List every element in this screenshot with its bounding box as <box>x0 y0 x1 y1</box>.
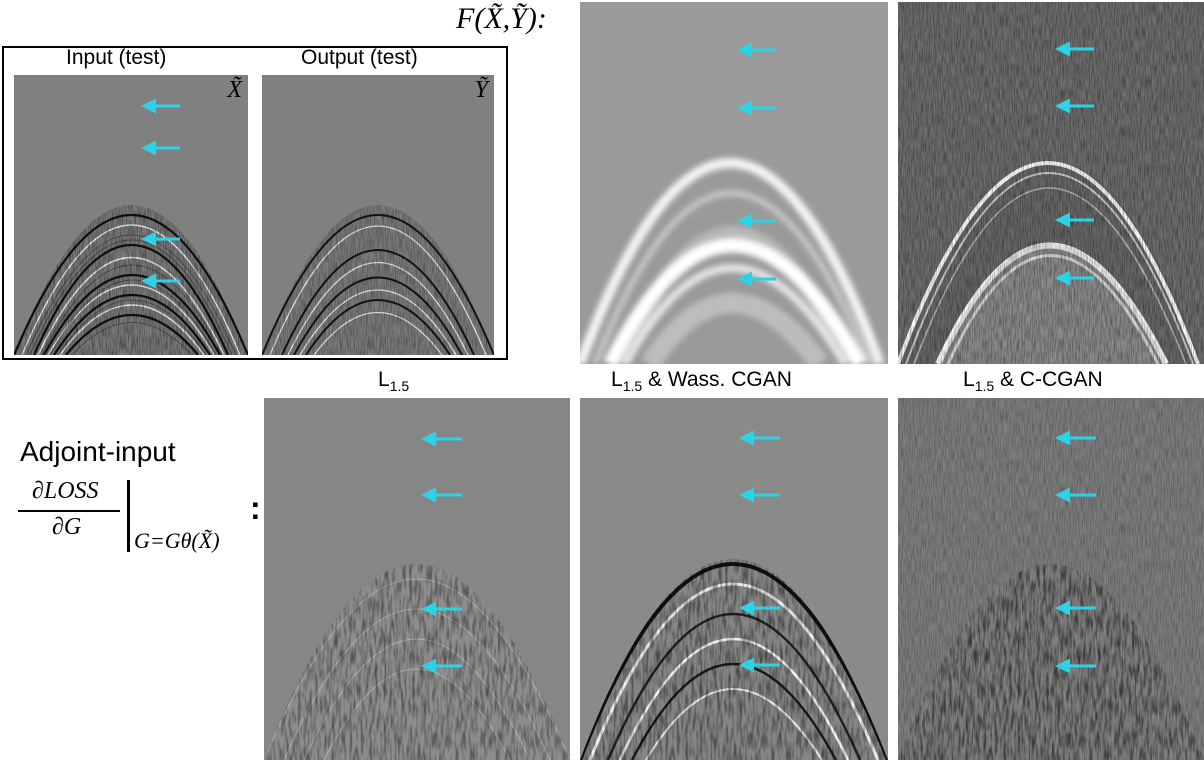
formula-colon: : <box>250 490 261 526</box>
column-label-l15: L1.5 <box>378 368 410 395</box>
evaluation-bar <box>127 480 130 552</box>
input-output-box <box>2 46 508 360</box>
column-label-wass-cgan: L1.5 & Wass. CGAN <box>611 368 792 395</box>
f-panel-l15 <box>580 2 888 364</box>
output-symbol: Ỹ <box>474 77 488 103</box>
adjoint-panel-wass-cgan <box>580 398 888 760</box>
input-title: Input (test) <box>66 46 167 69</box>
formula-denominator: ∂G <box>52 514 82 540</box>
adjoint-formula: ∂LOSS ∂G G=Gθ(X̃) : <box>14 478 264 568</box>
formula-numerator: ∂LOSS <box>32 478 99 504</box>
adjoint-panel-c-cgan <box>898 398 1204 760</box>
input-symbol: X̃ <box>227 77 242 103</box>
adjoint-title: Adjoint-input <box>20 436 176 467</box>
output-title: Output (test) <box>301 46 418 69</box>
input-panel: X̃ <box>14 75 248 355</box>
formula-condition: G=Gθ(X̃) <box>134 528 220 553</box>
function-label: F(X̃,Ỹ): <box>456 2 547 35</box>
adjoint-panel-l15 <box>264 398 570 760</box>
column-label-c-cgan: L1.5 & C-CGAN <box>963 368 1103 395</box>
fraction-bar <box>18 510 120 512</box>
output-panel: Ỹ <box>262 75 494 355</box>
f-panel-ccgan <box>898 2 1204 364</box>
